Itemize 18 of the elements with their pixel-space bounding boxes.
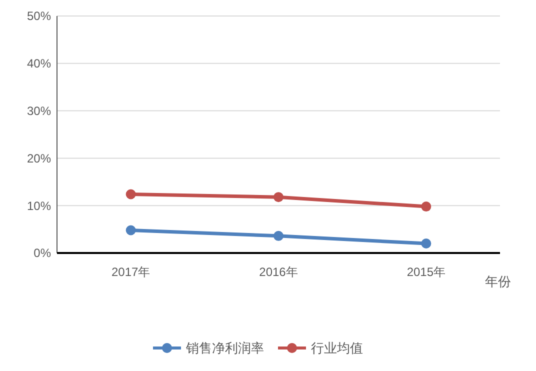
y-tick-label: 50% [26,9,52,24]
y-tick-label: 20% [26,151,52,166]
point [126,225,136,236]
y-tick-label: 40% [26,56,52,71]
point [421,202,432,212]
legend-label: 销售净利润率 [185,340,264,356]
y-tick-label: 30% [26,104,52,118]
point [126,189,136,200]
legend-label: 行业均值 [311,340,363,356]
y-tick-label: 10% [26,198,52,213]
x-tick-label: 2016年 [259,265,298,279]
point [274,192,284,202]
x-axis-title: 年份 [485,274,511,289]
point [421,238,432,249]
x-tick-label: 2015年 [406,265,446,279]
point [274,230,284,241]
y-tick-label: 0% [34,246,52,260]
x-tick-label: 2017年 [111,265,150,279]
